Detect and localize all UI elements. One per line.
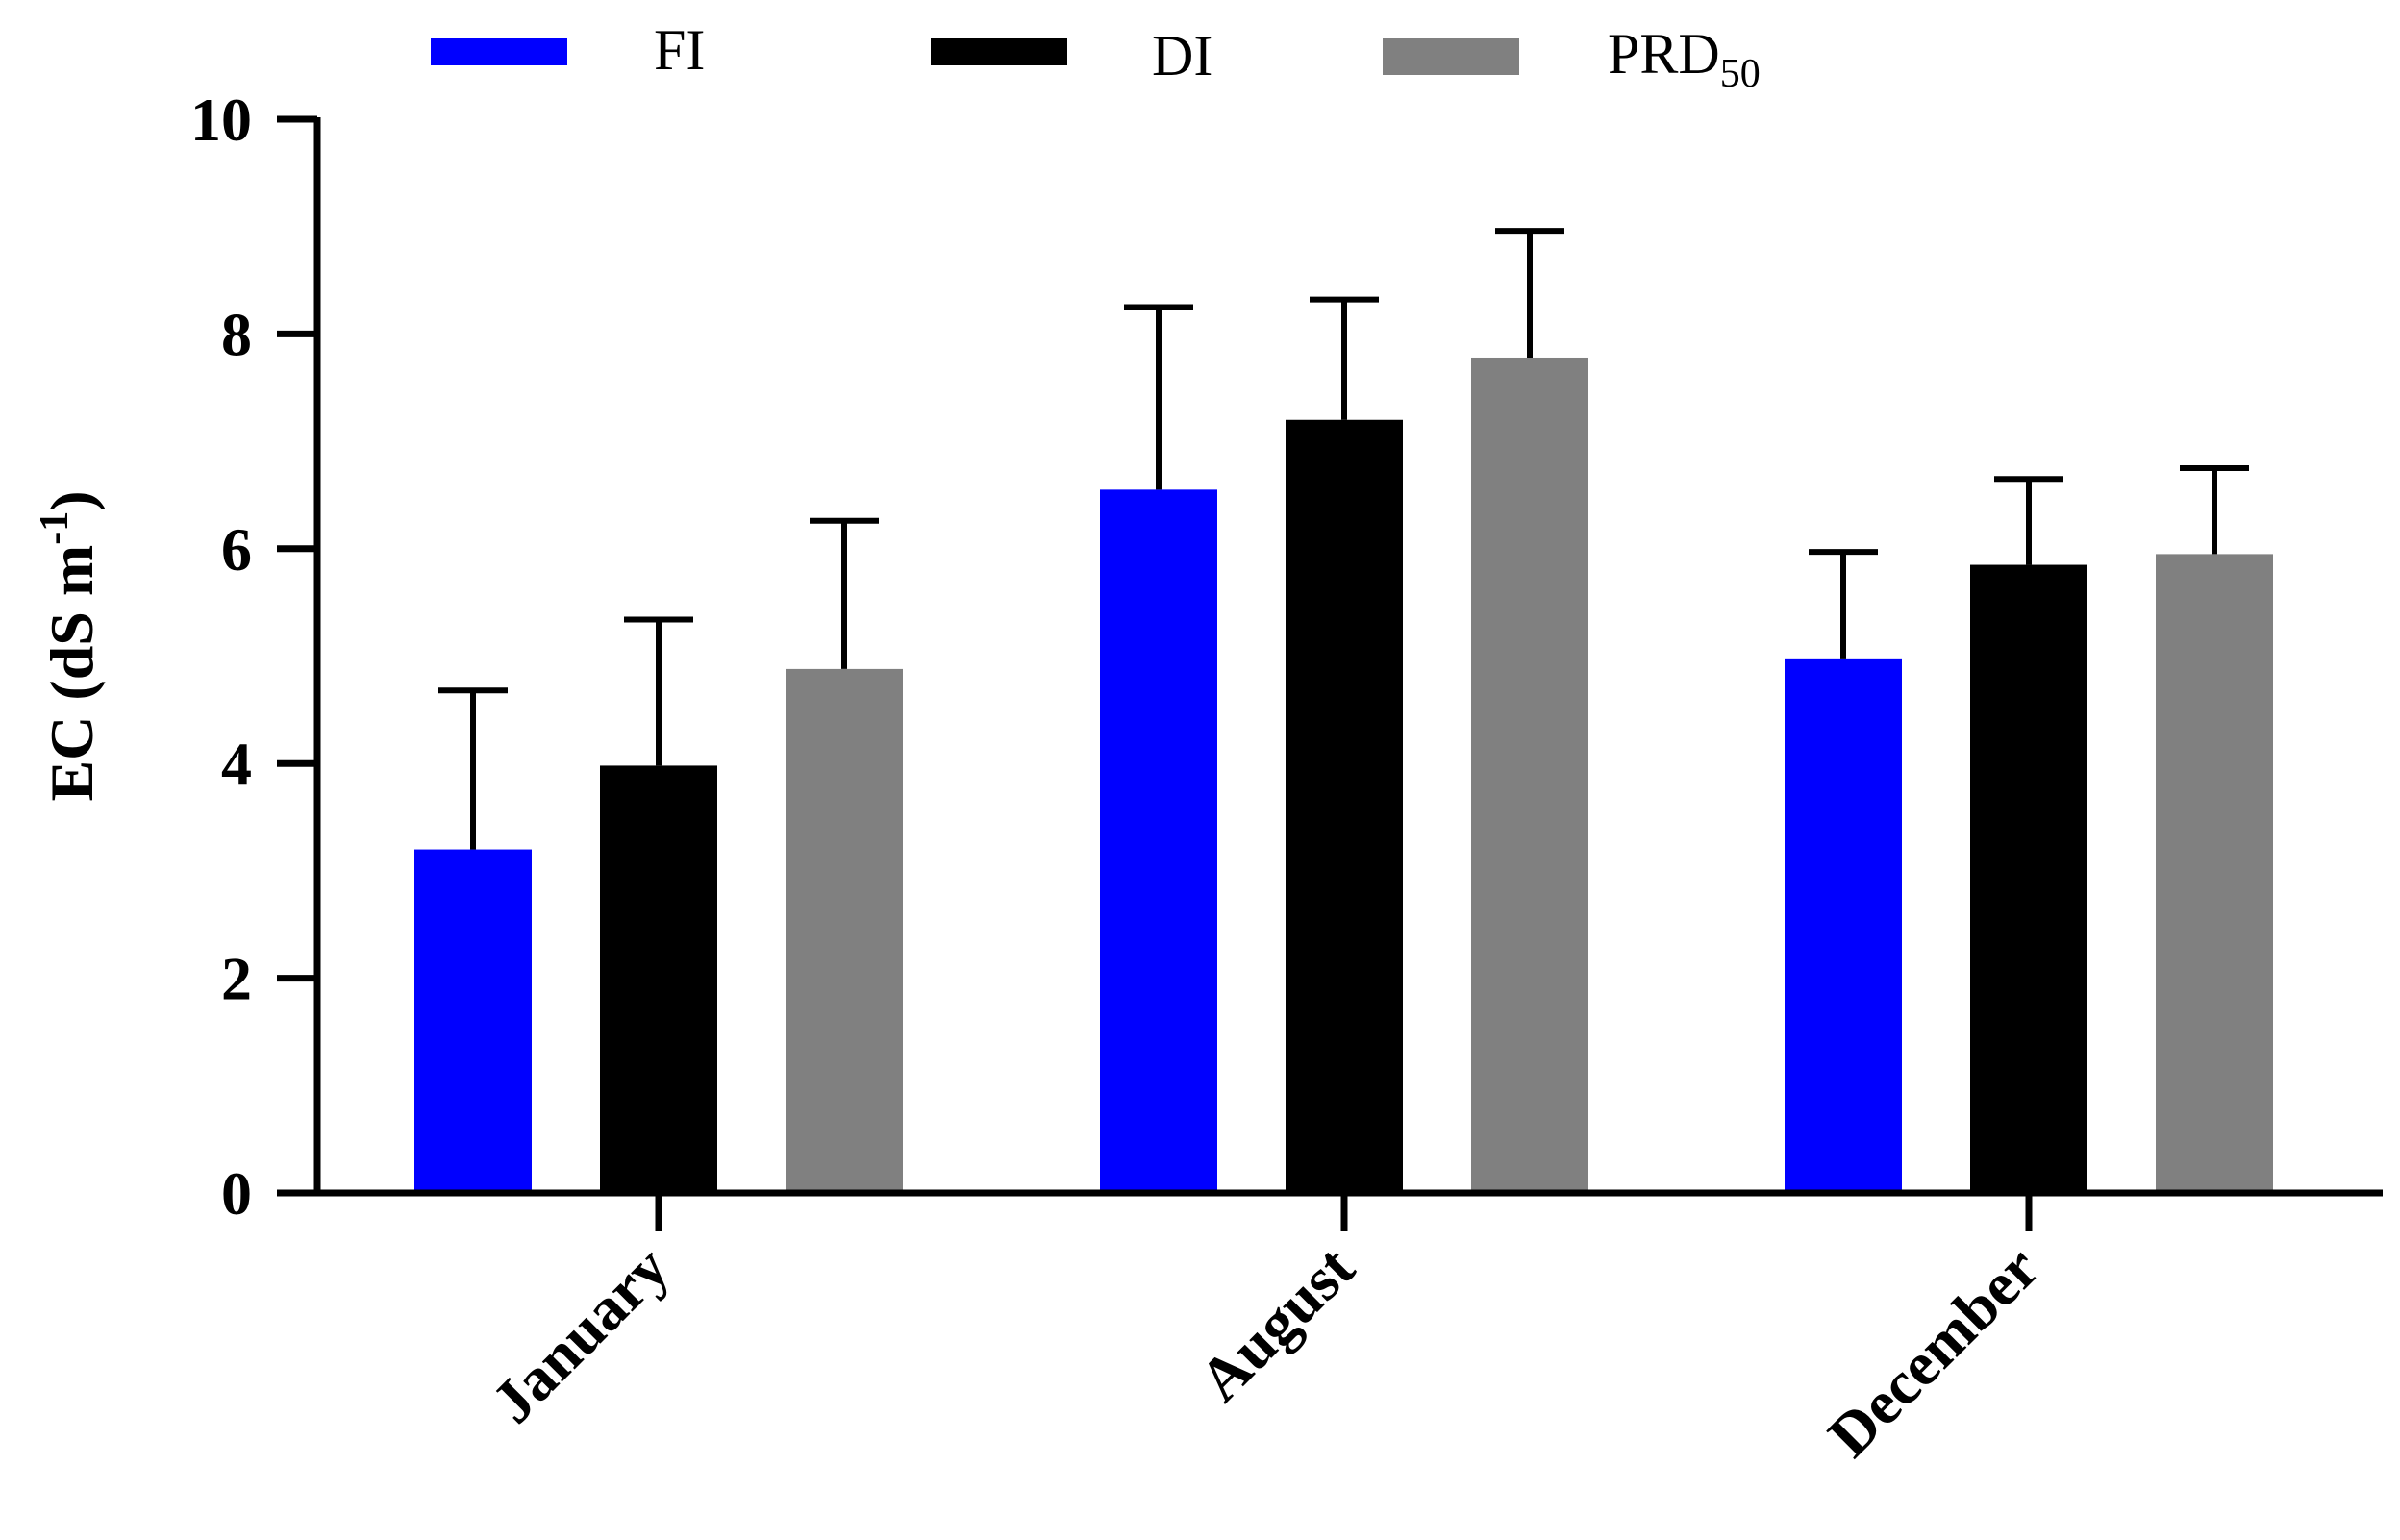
legend-label-prd50-subscript: 50: [1720, 52, 1761, 96]
y-tick-label: 8: [221, 300, 252, 368]
bar-fi-december: [1785, 658, 1902, 1193]
bars-layer: [414, 357, 2273, 1193]
error-bar-fi-august: [1124, 304, 1193, 490]
error-bar-prd50-january: [810, 517, 879, 669]
legend-swatch-di: [931, 38, 1067, 65]
legend-item-di: DI: [931, 24, 1212, 87]
y-axis-title-superscript: -1: [33, 511, 77, 545]
legend: FI DI PRD50: [431, 18, 1761, 96]
error-bar-prd50-december: [2180, 465, 2249, 555]
x-ticks-layer: January August December: [479, 1193, 2052, 1470]
x-tick-label-august: August: [1186, 1232, 1367, 1414]
legend-label-fi: FI: [654, 18, 705, 82]
bar-prd50-august: [1471, 357, 1588, 1193]
x-tick-label-december: December: [1815, 1233, 2052, 1470]
legend-label-di: DI: [1152, 24, 1212, 87]
legend-swatch-fi: [431, 38, 567, 65]
legend-item-prd50: PRD50: [1383, 22, 1761, 96]
error-bar-prd50-august: [1495, 228, 1564, 358]
bar-di-august: [1286, 419, 1403, 1193]
bar-fi-august: [1100, 489, 1217, 1193]
error-bar-di-january: [624, 616, 693, 766]
legend-label-prd50: PRD50: [1608, 22, 1761, 96]
error-bar-fi-december: [1809, 549, 1878, 659]
bar-fi-january: [414, 849, 532, 1193]
error-bar-fi-january: [438, 687, 508, 850]
bar-prd50-january: [786, 668, 903, 1193]
y-ticks-layer: 0 2 4 6 8 10: [190, 86, 317, 1228]
error-bar-di-august: [1310, 296, 1379, 420]
error-bar-di-december: [1994, 476, 2063, 565]
error-bars-layer: [438, 228, 2249, 850]
bar-di-december: [1970, 564, 2088, 1193]
y-tick-label: 0: [221, 1159, 252, 1228]
bar-prd50-december: [2156, 554, 2273, 1193]
legend-item-fi: FI: [431, 18, 705, 82]
y-tick-label: 10: [190, 86, 252, 154]
x-tick-label-january: January: [479, 1233, 682, 1436]
legend-swatch-prd50: [1383, 38, 1519, 75]
y-tick-label: 6: [221, 515, 252, 584]
y-tick-label: 2: [221, 945, 252, 1013]
bar-di-january: [600, 765, 717, 1193]
y-tick-label: 4: [221, 730, 252, 798]
y-axis-title: EC (dS m-1): [33, 490, 106, 801]
